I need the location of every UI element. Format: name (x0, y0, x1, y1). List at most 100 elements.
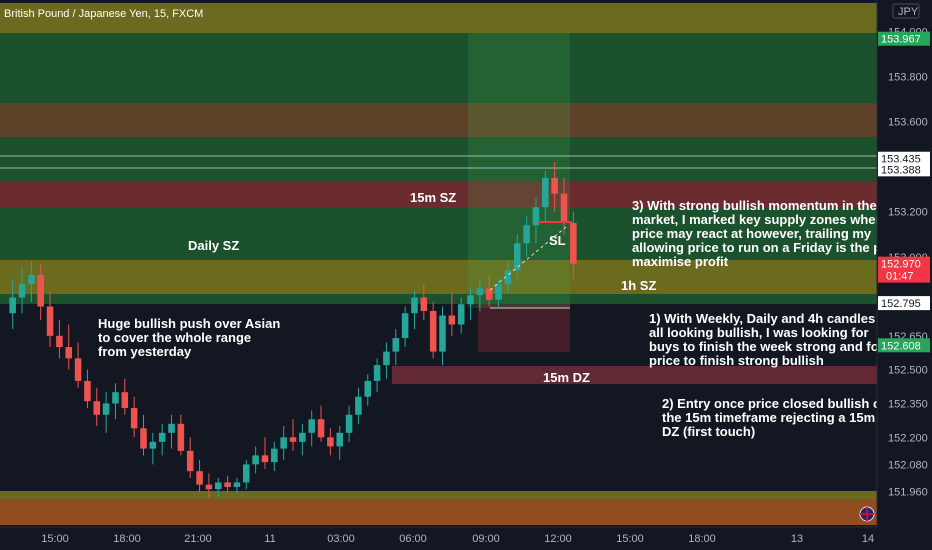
daily-sz-label: Daily SZ (188, 238, 239, 253)
time-tick-label: 14 (862, 533, 874, 545)
time-tick-label: 18:00 (688, 533, 716, 545)
candle-body (56, 335, 63, 348)
candle-body (373, 365, 381, 381)
zones-layer (0, 3, 877, 525)
annotation-line: 1) With Weekly, Daily and 4h candles (649, 311, 875, 326)
time-tick-label: 11 (264, 533, 275, 545)
entry-trend-dashed (489, 226, 567, 291)
candle-body (18, 283, 26, 298)
candle-body (271, 448, 278, 463)
candle (130, 396, 138, 438)
candle (196, 459, 203, 492)
candle (336, 426, 343, 460)
annotation-line: DZ (first touch) (662, 424, 755, 439)
candle (513, 234, 521, 280)
price-tick-label: 152.500 (888, 365, 928, 377)
candle (476, 279, 484, 311)
time-tick-label: 15:00 (616, 533, 644, 545)
candle (224, 475, 231, 492)
zone-green-4 (0, 294, 877, 304)
15m-dz-label: 15m DZ (543, 370, 590, 385)
candle (401, 306, 409, 348)
annotation-step-1: 1) With Weekly, Daily and 4h candles all… (649, 311, 879, 368)
price-tick-label: 153.800 (888, 71, 928, 83)
candle (523, 216, 530, 257)
candle (364, 374, 372, 406)
flag-icon[interactable] (859, 506, 875, 522)
candle (65, 324, 73, 370)
candle-body (299, 432, 306, 442)
candle (252, 446, 259, 474)
time-tick-label: 09:00 (472, 533, 500, 545)
time-tick-label: 15:00 (41, 533, 69, 545)
annotation-asian-push: Huge bullish push over Asian to cover th… (98, 316, 280, 359)
candle (121, 378, 129, 415)
candle-body (186, 450, 194, 472)
candle (383, 342, 390, 379)
candle-body (112, 392, 119, 404)
candle (46, 290, 54, 348)
candle (112, 383, 119, 420)
candle (448, 292, 456, 336)
candle-body (196, 471, 203, 485)
zone-daily-sz (0, 260, 877, 294)
zone-15m-dz (392, 366, 877, 384)
candle-body (252, 455, 259, 465)
candle (327, 428, 334, 456)
zone-1h-sz (478, 304, 570, 352)
candle-body (280, 437, 287, 449)
candle-body (233, 482, 241, 487)
candle-body (523, 225, 530, 244)
candle-body (130, 408, 138, 429)
annotation-step-2: 2) Entry once price closed bullish o the… (662, 396, 881, 439)
candle (140, 414, 147, 456)
time-tick-label: 03:00 (327, 533, 355, 545)
15m-sz-label: 15m SZ (410, 190, 456, 205)
candle-body (439, 315, 446, 352)
candle (158, 423, 166, 456)
price-badge (878, 296, 930, 311)
candle-body (168, 423, 175, 433)
time-tick-label: 18:00 (113, 533, 141, 545)
candle-body (495, 283, 502, 300)
candle (411, 290, 418, 330)
sl-label: SL (549, 233, 566, 248)
price-badge-countdown: 01:47 (886, 271, 914, 283)
annotation-line: Huge bullish push over Asian (98, 316, 280, 331)
candle-body (289, 437, 297, 442)
candle (56, 320, 63, 359)
candle-body (551, 177, 558, 194)
currency-label: JPY (898, 6, 919, 18)
annotation-line: 3) With strong bullish momentum in the (632, 198, 877, 213)
price-tick-label: 152.080 (888, 459, 928, 471)
price-badge-label: 152.608 (881, 340, 921, 352)
candle-body (177, 423, 185, 451)
candle-body (84, 380, 91, 402)
time-tick-label: 12:00 (544, 533, 572, 545)
1h-sz-label: 1h SZ (621, 278, 656, 293)
time-tick-label: 13 (791, 533, 803, 545)
candle (551, 162, 558, 212)
annotation-line: market, I marked key supply zones wher (632, 212, 881, 227)
candle-body (243, 464, 250, 483)
candle (308, 410, 315, 447)
candle-body (448, 315, 456, 325)
price-badge-label: 153.967 (881, 34, 921, 46)
candle-body (570, 223, 577, 264)
candle-body (364, 380, 372, 397)
candle-body (214, 482, 222, 490)
candle-body (355, 396, 362, 415)
zone-green-3 (0, 208, 877, 260)
candle-body (74, 358, 82, 381)
candle-body (224, 482, 231, 487)
candle (373, 358, 381, 393)
candle (289, 419, 297, 451)
candle (214, 477, 222, 496)
candle-body (140, 428, 147, 449)
candle (233, 477, 241, 494)
candle (37, 263, 44, 321)
zone-top-green (0, 33, 877, 103)
annotation-line: to cover the whole range (98, 330, 251, 345)
price-tick-label: 153.200 (888, 207, 928, 219)
